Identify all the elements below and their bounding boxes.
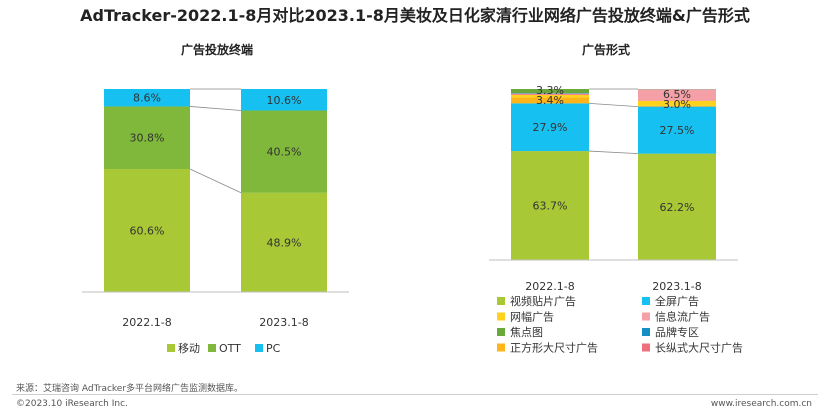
footer-divider (12, 394, 818, 395)
chart-title: 广告形式 (582, 42, 630, 57)
bar-segment (104, 106, 190, 169)
legend-label: 正方形大尺寸广告 (510, 341, 598, 355)
data-label: 40.5% (267, 146, 302, 159)
legend-swatch (167, 344, 175, 352)
bar-segment (241, 192, 327, 292)
legend-label: OTT (219, 342, 241, 355)
bar-segment (241, 89, 327, 111)
legend-label: 视频贴片广告 (510, 294, 576, 308)
data-label: 48.9% (267, 236, 302, 249)
legend-label: PC (266, 342, 281, 355)
bar-segment (511, 93, 589, 95)
bar-segment (241, 110, 327, 193)
bar-segment (638, 105, 716, 107)
legend-swatch (208, 344, 216, 352)
copyright-text: ©2023.10 iResearch Inc. (16, 399, 128, 409)
data-label: 63.7% (533, 200, 568, 213)
page-title: AdTracker-2022.1-8月对比2023.1-8月美妆及日化家清行业网… (80, 6, 750, 25)
legend-label: 品牌专区 (655, 325, 699, 339)
data-label: 62.2% (660, 201, 695, 214)
bar-segment (511, 94, 589, 95)
connector-line (189, 106, 242, 111)
data-label: 6.5% (663, 88, 691, 101)
bar-segment (511, 97, 589, 104)
legend-swatch (497, 312, 505, 321)
legend-label: 焦点图 (510, 326, 543, 339)
legend-swatch (255, 344, 263, 352)
legend-swatch (642, 297, 650, 305)
bar-segment (511, 151, 589, 260)
category-label: 2023.1-8 (259, 316, 308, 329)
bar-segment (511, 93, 589, 94)
legend-swatch (642, 343, 650, 352)
legend-swatch (497, 297, 505, 305)
bar-segment (511, 94, 589, 98)
data-label: 27.9% (533, 121, 568, 134)
category-label: 2022.1-8 (122, 316, 171, 329)
connector-line (588, 102, 639, 108)
data-label: 60.6% (130, 225, 165, 238)
chart-title: 广告投放终端 (181, 42, 253, 57)
bar-segment (638, 89, 716, 101)
website-url: www.iresearch.com.cn (710, 399, 812, 409)
data-label: 30.8% (130, 132, 165, 145)
data-label: 8.6% (133, 92, 161, 105)
legend-label: 全屏广告 (655, 294, 699, 308)
legend-label: 网幅广告 (510, 311, 554, 324)
data-label: 3.4% (536, 94, 564, 107)
bar-segment (104, 168, 190, 292)
source-note: 来源：艾瑞咨询 AdTracker多平台网络广告监测数据库。 (16, 384, 244, 394)
bar-segment (638, 153, 716, 260)
legend-label: 移动 (178, 342, 200, 355)
bar-segment (104, 89, 190, 107)
legend-label: 长纵式大尺寸广告 (655, 341, 743, 355)
legend-swatch (497, 343, 505, 352)
connector-line (588, 150, 639, 155)
legend-label: 信息流广告 (655, 310, 710, 324)
connector-line (189, 168, 242, 194)
data-label: 3.0% (663, 98, 691, 111)
category-label: 2022.1-8 (525, 280, 574, 293)
bar-segment (638, 100, 716, 106)
data-label: 27.5% (660, 124, 695, 137)
category-label: 2023.1-8 (652, 280, 701, 293)
data-label: 3.3% (536, 84, 564, 97)
legend-swatch (642, 328, 650, 336)
data-label: 10.6% (267, 94, 302, 107)
bar-segment (511, 103, 589, 152)
legend-swatch (642, 312, 650, 321)
legend-swatch (497, 328, 505, 336)
bar-segment (511, 89, 589, 94)
bar-segment (638, 106, 716, 154)
